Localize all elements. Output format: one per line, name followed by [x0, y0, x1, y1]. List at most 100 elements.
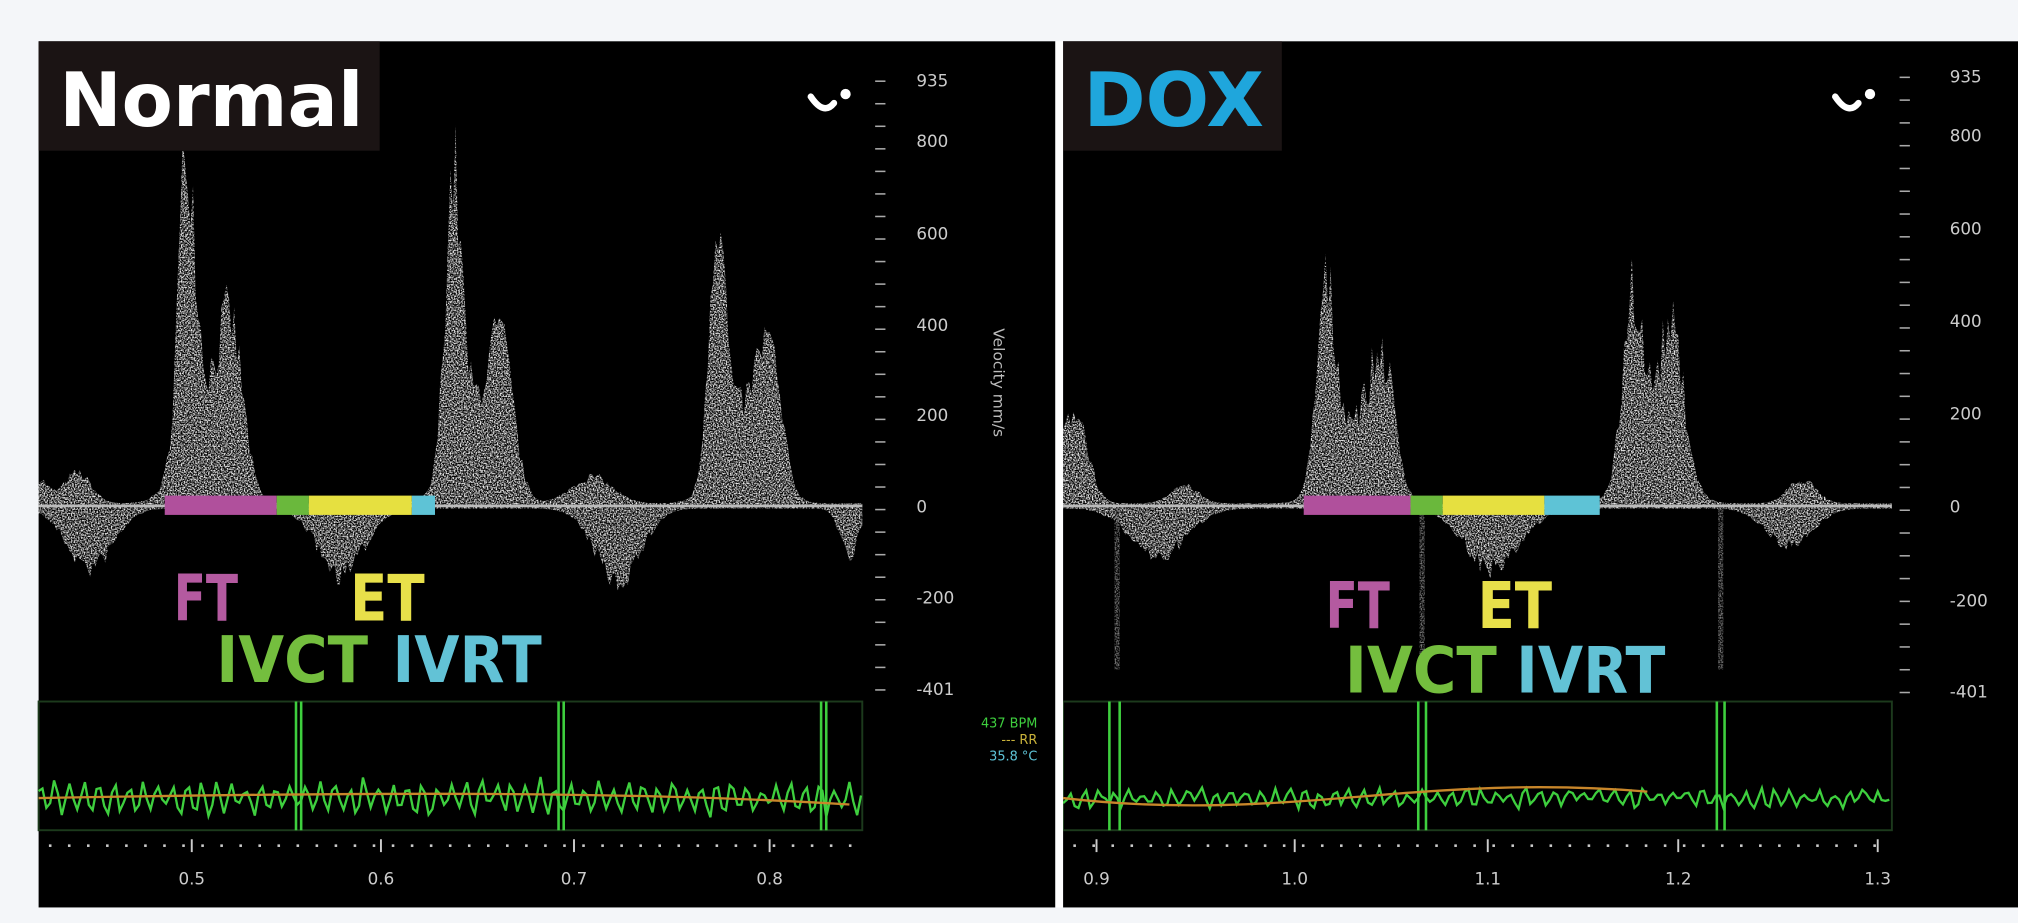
y-tick-label: 400: [1950, 311, 1982, 331]
x-dot: [411, 844, 414, 847]
x-dot: [1073, 844, 1076, 847]
y-tick-label: 935: [1950, 66, 1982, 86]
x-dot: [1759, 844, 1762, 847]
x-tick-label: 0.6: [368, 868, 395, 888]
x-dot: [716, 844, 719, 847]
x-dot: [620, 844, 623, 847]
x-dot: [677, 844, 680, 847]
x-tick-label: 1.2: [1665, 868, 1692, 888]
x-dot: [563, 844, 566, 847]
y-tick-label: 600: [916, 223, 948, 243]
phase-bar: [165, 496, 277, 515]
x-dot: [144, 844, 147, 847]
x-dot: [506, 844, 509, 847]
x-dot: [201, 844, 204, 847]
x-dot: [1778, 844, 1781, 847]
x-dot: [1302, 844, 1305, 847]
x-dot: [1740, 844, 1743, 847]
panel-title: DOX: [1084, 57, 1264, 144]
x-dot: [430, 844, 433, 847]
x-tick-label: 1.3: [1864, 868, 1891, 888]
x-tick-label: 0.8: [756, 868, 783, 888]
x-dot: [1588, 844, 1591, 847]
phase-bar: [1443, 496, 1545, 515]
x-tick-label: 0.9: [1083, 868, 1110, 888]
doppler-spike: [1718, 508, 1723, 669]
doppler-spike: [1115, 508, 1120, 669]
x-dot: [773, 844, 776, 847]
x-dot: [582, 844, 585, 847]
y-tick-label: 0: [1950, 496, 1961, 516]
x-dot: [1683, 844, 1686, 847]
divider: [1055, 41, 1063, 907]
y-tick-label: -200: [1950, 590, 1988, 610]
x-dot: [1207, 844, 1210, 847]
y-tick-label: 800: [1950, 126, 1982, 146]
x-dot: [106, 844, 109, 847]
x-dot: [1169, 844, 1172, 847]
x-dot: [1454, 844, 1457, 847]
x-dot: [811, 844, 814, 847]
x-dot: [1797, 844, 1800, 847]
ecg-box: [39, 702, 863, 831]
phase-bar: [309, 496, 412, 515]
x-dot: [468, 844, 471, 847]
x-dot: [735, 844, 738, 847]
page: {"panels":[ {"title":"Normal","y_ticks":…: [0, 0, 2018, 923]
vital-readout: 437 BPM: [981, 716, 1037, 731]
x-dot: [1702, 844, 1705, 847]
x-dot: [1511, 844, 1514, 847]
x-dot: [125, 844, 128, 847]
figure: NormalFTETIVCTIVRT9358006004002000-200-4…: [0, 0, 2018, 923]
x-dot: [1816, 844, 1819, 847]
x-dot: [1378, 844, 1381, 847]
x-dot: [239, 844, 242, 847]
x-dot: [487, 844, 490, 847]
logo-dot: [1865, 89, 1875, 99]
x-tick-label: 1.1: [1474, 868, 1501, 888]
x-tick-label: 0.7: [561, 868, 588, 888]
x-dot: [163, 844, 166, 847]
x-dot: [658, 844, 661, 847]
y-tick-label: -401: [1950, 682, 1988, 702]
phase-bar: [277, 496, 309, 515]
x-dot: [354, 844, 357, 847]
phase-bar: [412, 496, 435, 515]
logo-dot: [840, 89, 850, 99]
x-dot: [277, 844, 280, 847]
x-dot: [1226, 844, 1229, 847]
x-dot: [525, 844, 528, 847]
x-dot: [601, 844, 604, 847]
x-dot: [1873, 844, 1876, 847]
y-tick-label: -401: [916, 679, 954, 699]
x-dot: [1473, 844, 1476, 847]
x-dot: [792, 844, 795, 847]
ecg-box: [1063, 702, 1892, 831]
x-dot: [68, 844, 71, 847]
x-dot: [392, 844, 395, 847]
x-dot: [1721, 844, 1724, 847]
x-dot: [1283, 844, 1286, 847]
vital-readout: 35.8 °C: [989, 750, 1037, 765]
x-dot: [1569, 844, 1572, 847]
x-dot: [316, 844, 319, 847]
y-tick-label: 800: [916, 131, 948, 151]
y-tick-label: 200: [916, 405, 948, 425]
vital-readout: --- RR: [1001, 733, 1037, 748]
x-dot: [373, 844, 376, 847]
x-dot: [1150, 844, 1153, 847]
x-dot: [1416, 844, 1419, 847]
x-dot: [1530, 844, 1533, 847]
x-tick-label: 0.5: [178, 868, 205, 888]
y-tick-label: 600: [1950, 218, 1982, 238]
x-dot: [1111, 844, 1114, 847]
x-dot: [449, 844, 452, 847]
x-dot: [1397, 844, 1400, 847]
x-dot: [830, 844, 833, 847]
x-dot: [1130, 844, 1133, 847]
phase-label: IVCT: [216, 623, 368, 698]
x-dot: [1626, 844, 1629, 847]
phase-bar: [1411, 496, 1443, 515]
y-tick-label: 0: [916, 496, 927, 516]
